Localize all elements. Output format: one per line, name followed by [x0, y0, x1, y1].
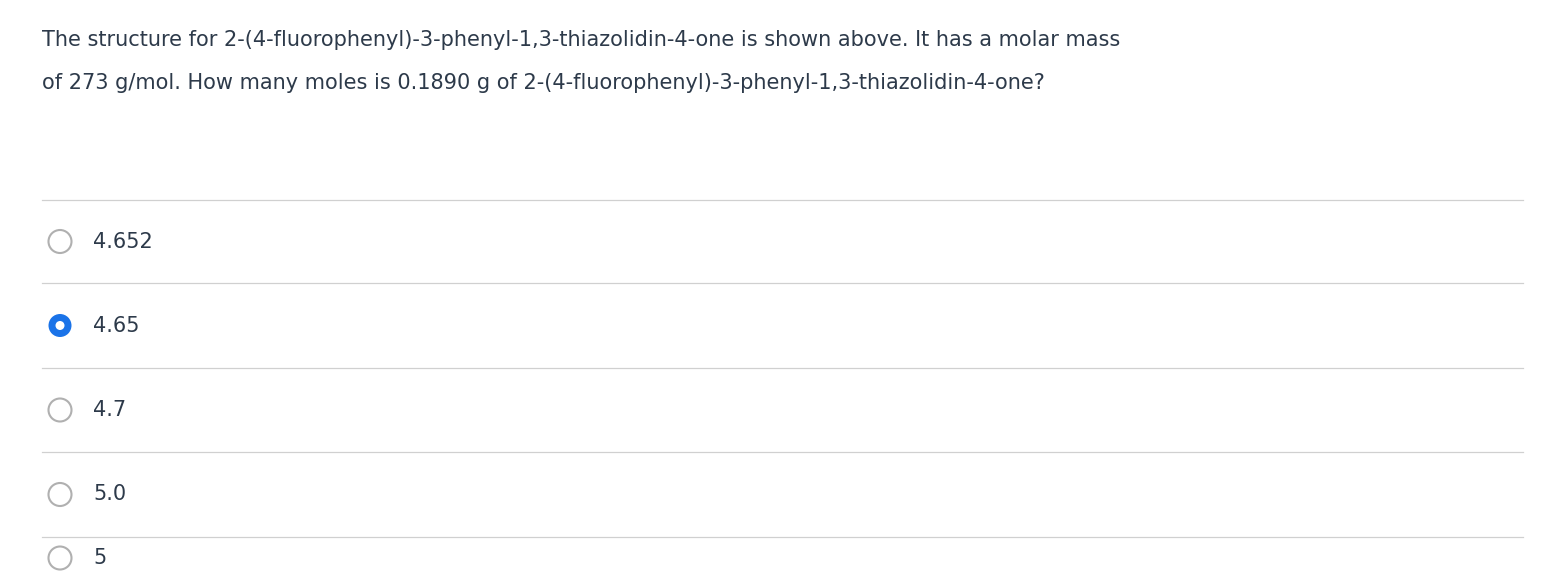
- Circle shape: [48, 547, 71, 569]
- Text: The structure for 2-(4-fluorophenyl)-3-phenyl-1,3-thiazolidin-4-one is shown abo: The structure for 2-(4-fluorophenyl)-3-p…: [42, 30, 1121, 50]
- Circle shape: [48, 314, 71, 337]
- Text: 5.0: 5.0: [93, 484, 127, 505]
- Text: 4.652: 4.652: [93, 232, 153, 251]
- Text: of 273 g/mol. How many moles is 0.1890 g of 2-(4-fluorophenyl)-3-phenyl-1,3-thia: of 273 g/mol. How many moles is 0.1890 g…: [42, 73, 1045, 93]
- Circle shape: [48, 398, 71, 421]
- Circle shape: [48, 483, 71, 506]
- Text: 5: 5: [93, 548, 107, 568]
- Circle shape: [56, 321, 65, 330]
- Text: 4.7: 4.7: [93, 400, 127, 420]
- Circle shape: [48, 230, 71, 253]
- Text: 4.65: 4.65: [93, 316, 141, 335]
